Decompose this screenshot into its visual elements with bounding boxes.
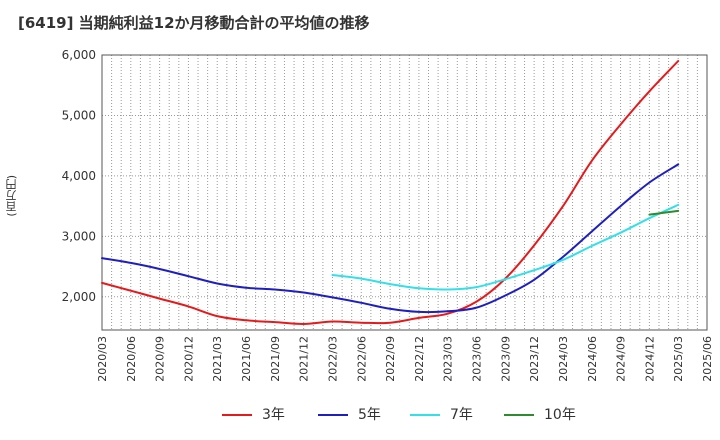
series-line-1	[101, 60, 680, 326]
x-tick-label: 2023/03	[442, 336, 455, 382]
x-tick-label: 2021/09	[269, 336, 282, 382]
plot-background	[102, 55, 707, 330]
legend-label: 10年	[544, 407, 576, 423]
legend-swatch	[222, 414, 252, 416]
axis-ticks: 2,000 3,000 4,000 5,000 6,000 2020/03 2020/06 2…	[62, 48, 714, 382]
x-tick-label: 2022/03	[326, 336, 339, 382]
legend-swatch	[504, 414, 534, 416]
x-tick-label: 2020/09	[154, 336, 167, 382]
x-tick-label: 2023/06	[471, 336, 484, 382]
legend-swatch	[410, 414, 440, 416]
y-tick-label: 3,000	[62, 229, 96, 243]
plot-frame	[101, 54, 708, 331]
x-tick-label: 2023/12	[528, 336, 541, 382]
legend-swatch	[318, 414, 348, 416]
x-tick-label: 2025/06	[701, 336, 714, 382]
x-tick-label: 2022/06	[355, 336, 368, 382]
x-tick-label: 2024/12	[643, 336, 656, 382]
y-tick-label: 5,000	[62, 108, 96, 122]
x-tick-label: 2024/06	[586, 336, 599, 382]
x-tick-label: 2022/12	[413, 336, 426, 382]
x-tick-label: 2020/12	[182, 336, 195, 382]
x-tick-label: 2024/09	[615, 336, 628, 382]
series-line-2	[101, 163, 680, 314]
y-tick-label: 2,000	[62, 290, 96, 304]
grid-lines	[102, 55, 707, 330]
legend-label: 5年	[358, 407, 381, 423]
series-lines	[101, 60, 680, 326]
x-tick-label: 2021/12	[298, 336, 311, 382]
x-tick-label: 2021/03	[211, 336, 224, 382]
chart-title: [6419] 当期純利益12か月移動合計の平均値の推移	[18, 14, 370, 32]
legend: 3年 5年 7年 10年	[0, 400, 720, 428]
y-tick-label: 4,000	[62, 169, 96, 183]
legend-label: 7年	[450, 407, 473, 423]
series-line-4	[648, 209, 680, 216]
y-tick-label: 6,000	[62, 48, 96, 62]
x-tick-label: 2020/06	[125, 336, 138, 382]
legend-label: 3年	[262, 407, 285, 423]
x-tick-label: 2020/03	[96, 336, 109, 382]
x-tick-label: 2025/03	[672, 336, 685, 382]
line-chart: 2,000 3,000 4,000 5,000 6,000 2020/03 2020/06 2…	[62, 48, 714, 382]
x-tick-label: 2023/09	[499, 336, 512, 382]
x-tick-label: 2024/03	[557, 336, 570, 382]
x-tick-label: 2022/09	[384, 336, 397, 382]
x-tick-label: 2021/06	[240, 336, 253, 382]
series-line-3	[331, 203, 680, 291]
